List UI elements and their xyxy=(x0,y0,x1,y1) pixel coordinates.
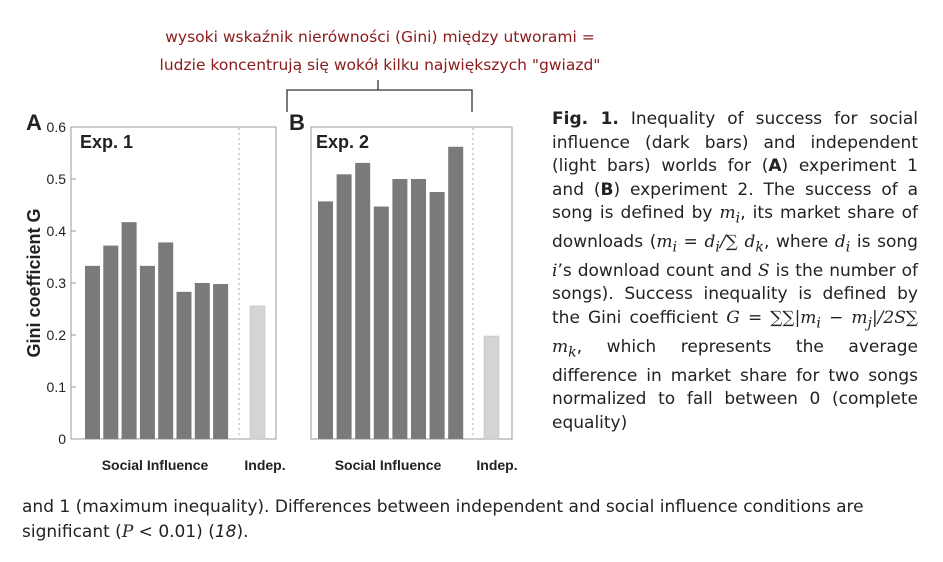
gini-mid: − m xyxy=(820,307,868,328)
gini-sub-j: j xyxy=(867,315,872,332)
y-axis-label: Gini coefficient G xyxy=(24,208,44,357)
panel-a-social-bar xyxy=(158,242,174,439)
panel-a-social-bar xyxy=(103,245,119,439)
panel-a-group-label-social: Social Influence xyxy=(102,457,209,473)
caption-text-8: is the number of songs). Success inequal… xyxy=(552,260,918,328)
panel-a-social-bar xyxy=(121,222,137,439)
caption-p-val: < 0.01) ( xyxy=(133,522,215,542)
caption-song-i: i xyxy=(552,260,558,281)
caption-s-var: S xyxy=(757,260,770,281)
panel-b-social-bar xyxy=(373,206,389,439)
caption-text-9: , which represents the average differenc… xyxy=(552,336,918,433)
figure-caption-bottom: and 1 (maximum inequality). Differences … xyxy=(22,495,918,545)
panel-a-social-bar xyxy=(213,284,229,439)
caption-d-sub-i: i xyxy=(845,239,851,256)
caption-bold-a: A xyxy=(768,156,782,176)
caption-m-i: m xyxy=(719,203,736,223)
caption-text-2: ) experiment 1 and ( xyxy=(552,156,918,200)
panel-b-bars xyxy=(318,146,500,440)
caption-text-4: , its market share of downloads ( xyxy=(552,203,918,252)
y-axis-ticks: 0 0.1 0.2 0.3 0.4 0.5 0.6 xyxy=(47,119,76,447)
panel-b-group-label-social: Social Influence xyxy=(335,457,442,473)
formula-rest: = d xyxy=(677,231,716,252)
panel-b-title: Exp. 2 xyxy=(316,132,369,152)
panel-b-social-bar xyxy=(336,174,352,439)
fig-label: Fig. 1. xyxy=(552,109,619,129)
caption-text-5: , where xyxy=(763,231,835,252)
formula-div: /∑ xyxy=(719,231,738,252)
panel-b-label: B xyxy=(289,110,305,135)
panel-a-social-bar xyxy=(194,283,210,439)
panel-b-social-bar xyxy=(448,146,464,439)
caption-text-6: is song xyxy=(850,231,918,252)
y-tick-label: 0 xyxy=(58,431,66,447)
annotation-line-2: ludzie koncentrują się wokół kilku najwi… xyxy=(159,56,601,74)
caption-text-1: Inequality of success for social influen… xyxy=(552,109,918,176)
panel-a-bars xyxy=(85,222,266,440)
panel-a-group-label-indep: Indep. xyxy=(244,457,285,473)
panel-a-label: A xyxy=(26,110,42,135)
caption-bold-b: B xyxy=(600,179,614,200)
y-tick-label: 0.4 xyxy=(47,223,67,239)
caption-text-7: ’s download count and xyxy=(557,260,758,281)
y-tick-label: 0.3 xyxy=(47,275,67,291)
y-tick-label: 0.2 xyxy=(47,327,67,343)
panel-a-indep-bar xyxy=(249,305,266,440)
panel-a-social-bar xyxy=(85,265,100,439)
panel-a-social-bar xyxy=(176,291,192,439)
caption-text-3: ) experiment 2. The success of a song is… xyxy=(552,179,918,224)
caption-bottom-1: and 1 (maximum inequality). Differences … xyxy=(22,497,864,542)
caption-p-var: P xyxy=(121,522,134,542)
panel-b-social-bar xyxy=(411,179,426,439)
formula-dk: d xyxy=(737,231,756,252)
formula-sub-i-2: i xyxy=(715,239,720,256)
formula-sub-i: i xyxy=(672,239,677,256)
panel-b-social-bar xyxy=(318,201,333,439)
gini-sub-k: k xyxy=(568,344,577,361)
y-tick-label: 0.5 xyxy=(47,171,67,187)
caption-d-i: d xyxy=(834,231,846,252)
caption-sub-i: i xyxy=(735,210,741,227)
caption-bottom-2: ). xyxy=(236,522,249,542)
y-tick-label: 0.1 xyxy=(47,379,67,395)
gini-end: |/2S∑ m xyxy=(552,307,918,357)
panel-b-social-bar xyxy=(429,192,445,439)
panel-b-social-bar xyxy=(355,162,371,439)
panel-a-title: Exp. 1 xyxy=(80,132,133,152)
panel-a-social-bar xyxy=(139,265,155,439)
panel-b-indep-bar xyxy=(483,335,500,440)
annotation-bracket xyxy=(286,80,473,112)
annotation-line-1: wysoki wskaźnik nierówności (Gini) międz… xyxy=(165,28,595,46)
gini-sub-i: i xyxy=(816,315,821,332)
formula-sub-k: k xyxy=(755,239,764,256)
caption-ref: 18 xyxy=(214,522,237,542)
y-tick-label: 0.6 xyxy=(47,119,67,135)
panel-b-group-label-indep: Indep. xyxy=(476,457,517,473)
figure-caption: Fig. 1. Inequality of success for social… xyxy=(552,108,918,435)
gini-formula: G = ∑∑|m xyxy=(726,307,817,328)
gini-chart: A Exp. 1 B Exp. 2 Gini coefficient G 0 0.… xyxy=(24,80,518,473)
panel-b-social-bar xyxy=(392,179,408,439)
formula-m: m xyxy=(656,231,673,252)
panel-a-frame xyxy=(70,126,277,440)
